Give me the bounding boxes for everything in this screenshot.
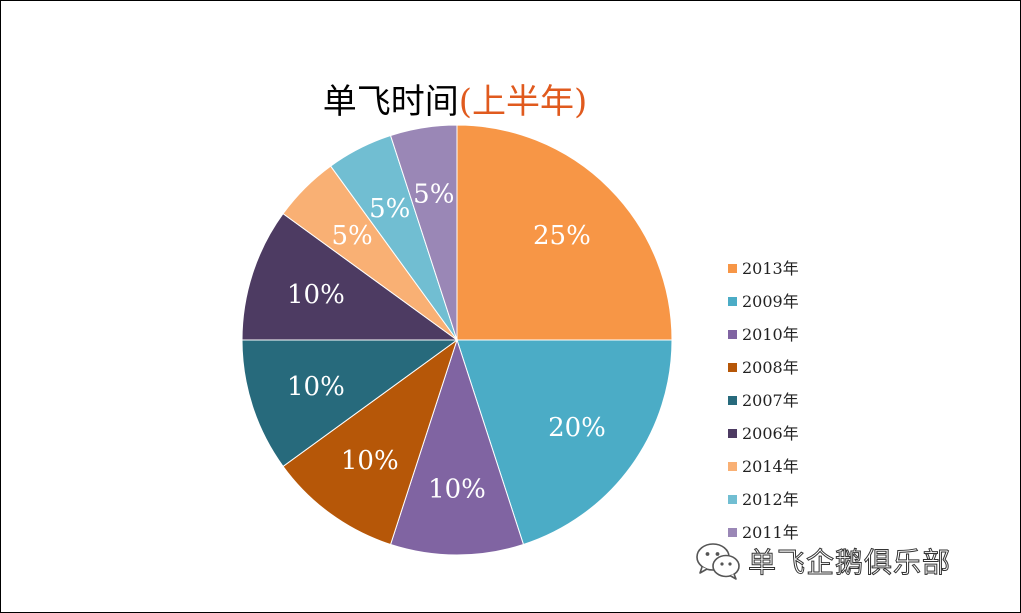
- pie-slice-2007: [241, 339, 459, 468]
- legend-swatch: [728, 396, 737, 405]
- pie-slice-2011: [389, 124, 458, 341]
- legend-swatch: [728, 330, 737, 339]
- legend-item-2010: 2010年: [728, 323, 838, 356]
- legend-label: 2009年: [742, 292, 799, 311]
- legend-label: 2010年: [742, 325, 799, 344]
- data-label-2012: 5%: [369, 194, 410, 224]
- legend-item-2006: 2006年: [728, 422, 838, 455]
- data-label-2008: 10%: [341, 446, 399, 476]
- chart-title: 单飞时间(上半年): [0, 74, 910, 123]
- data-label-2007: 10%: [287, 372, 345, 402]
- legend-item-2014: 2014年: [728, 455, 838, 488]
- legend-item-2012: 2012年: [728, 488, 838, 521]
- pie-slice-2008: [282, 338, 458, 546]
- legend-item-2007: 2007年: [728, 389, 838, 422]
- data-label-2014: 5%: [331, 221, 372, 251]
- legend-label: 2012年: [742, 490, 799, 509]
- legend-swatch: [728, 429, 737, 438]
- data-label-2010: 10%: [428, 474, 486, 504]
- legend-swatch: [728, 264, 737, 273]
- legend-item-2013: 2013年: [728, 257, 838, 290]
- legend-label: 2011年: [742, 523, 799, 542]
- pie-slice-2013: [456, 124, 673, 341]
- legend-label: 2013年: [742, 259, 799, 278]
- pie-slice-2006: [241, 212, 459, 341]
- wechat-icon: [696, 543, 740, 580]
- legend-label: 2007年: [742, 391, 799, 410]
- legend-label: 2014年: [742, 457, 799, 476]
- pie-slice-2009: [456, 339, 673, 546]
- watermark-text: 单飞企鹅俱乐部: [747, 546, 952, 580]
- data-label-2009: 20%: [548, 413, 606, 443]
- legend-item-2011: 2011年: [728, 521, 838, 554]
- legend-swatch: [728, 297, 737, 306]
- legend-swatch: [728, 495, 737, 504]
- data-label-2006: 10%: [287, 280, 345, 310]
- legend-swatch: [728, 528, 737, 537]
- chart-legend: 2013年 2009年 2010年 2008年 2007年 2006年 2014年 2012年…: [728, 257, 838, 554]
- legend-swatch: [728, 363, 737, 372]
- legend-label: 2006年: [742, 424, 799, 443]
- chart-title-suffix: (上半年): [458, 82, 588, 122]
- watermark: 单飞企鹅俱乐部: [694, 540, 951, 582]
- legend-item-2009: 2009年: [728, 290, 838, 323]
- chart-title-main: 单飞时间: [322, 82, 459, 122]
- legend-label: 2008年: [742, 358, 799, 377]
- pie-slice-2010: [389, 338, 525, 556]
- legend-item-2008: 2008年: [728, 356, 838, 389]
- data-label-2013: 25%: [533, 221, 591, 251]
- legend-swatch: [728, 462, 737, 471]
- data-label-2011: 5%: [413, 180, 454, 210]
